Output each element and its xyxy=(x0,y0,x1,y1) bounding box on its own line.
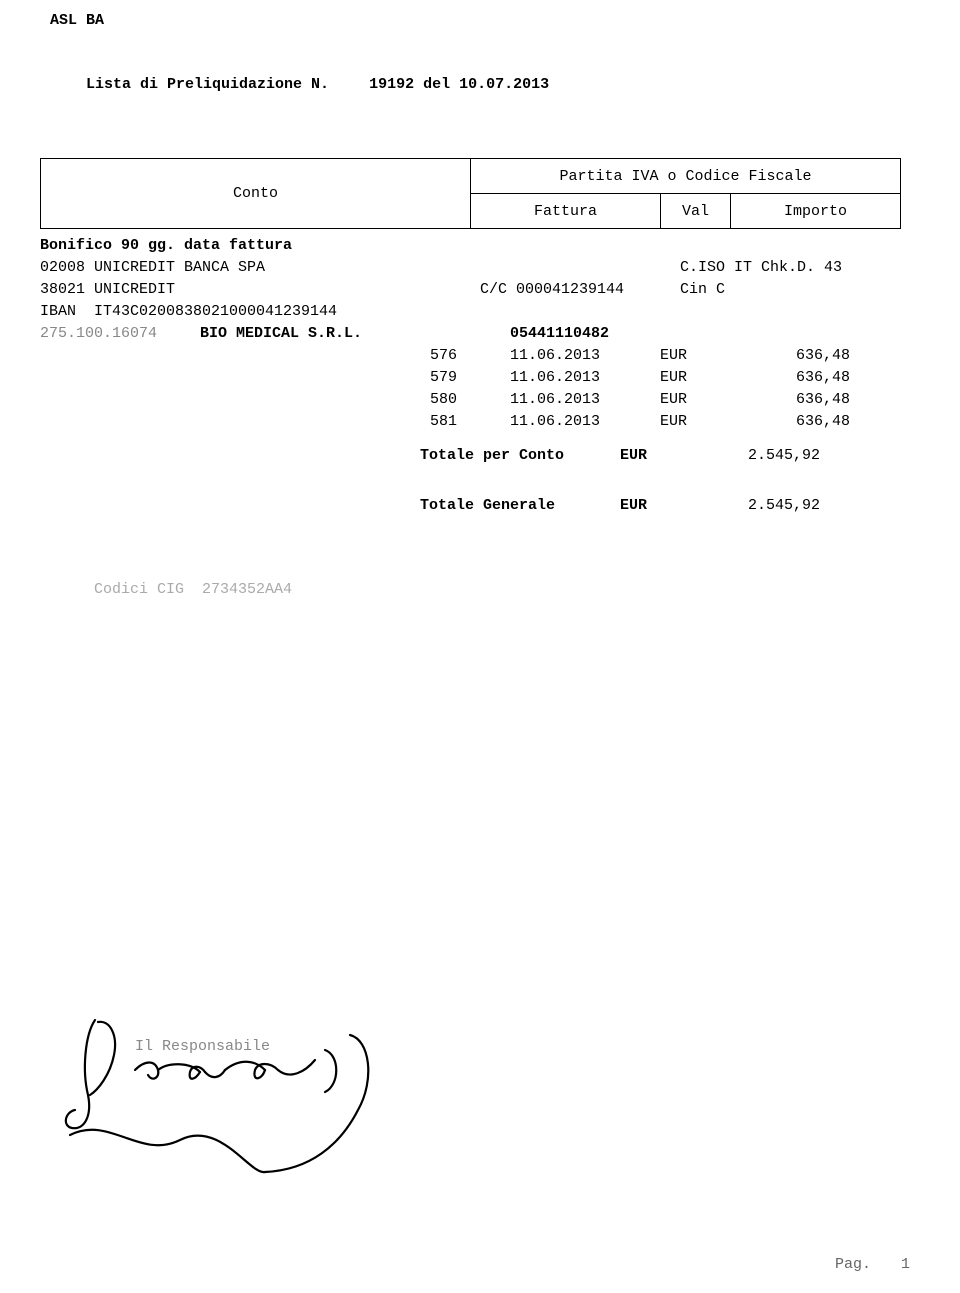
totale-per-conto-label: Totale per Conto xyxy=(420,445,620,467)
blank xyxy=(680,301,900,323)
totale-per-conto-cur: EUR xyxy=(620,445,700,467)
iban: IBAN IT43C0200838021000041239144 xyxy=(40,301,480,323)
invoice-cur: EUR xyxy=(660,345,720,367)
cin: Cin C xyxy=(680,279,900,301)
invoice-cur: EUR xyxy=(660,389,720,411)
bonifico-label: Bonifico 90 gg. data fattura xyxy=(40,235,480,257)
invoice-amount: 636,48 xyxy=(730,345,850,367)
bank-line-3: 38021 UNICREDIT C/C 000041239144 Cin C xyxy=(40,279,920,301)
totale-per-conto-amount: 2.545,92 xyxy=(700,445,820,467)
blank xyxy=(480,257,680,279)
account-number: C/C 000041239144 xyxy=(480,279,680,301)
invoice-amount: 636,48 xyxy=(730,389,850,411)
invoice-row: 579 11.06.2013 EUR 636,48 xyxy=(40,367,920,389)
invoice-num: 580 xyxy=(430,389,500,411)
invoice-cur: EUR xyxy=(660,367,720,389)
title-label: Lista di Preliquidazione N. xyxy=(86,76,329,93)
vendor-piva: 05441110482 xyxy=(510,323,710,345)
cig-label: Codici CIG xyxy=(94,581,184,598)
invoice-row: 581 11.06.2013 EUR 636,48 xyxy=(40,411,920,433)
bank-code-name: 02008 UNICREDIT BANCA SPA xyxy=(40,257,480,279)
cig-row: Codici CIG 2734352AA4 xyxy=(40,557,920,623)
invoice-amount: 636,48 xyxy=(730,367,850,389)
vendor-row: 275.100.16074 BIO MEDICAL S.R.L. 0544111… xyxy=(40,323,920,345)
blank xyxy=(680,235,900,257)
blank xyxy=(480,235,680,257)
invoice-row: 580 11.06.2013 EUR 636,48 xyxy=(40,389,920,411)
bank-line-2: 02008 UNICREDIT BANCA SPA C.ISO IT Chk.D… xyxy=(40,257,920,279)
blank xyxy=(480,301,680,323)
th-val: Val xyxy=(661,194,731,229)
page: ASL BA Lista di Preliquidazione N. 19192 … xyxy=(0,0,960,1293)
header-table: Conto Partita IVA o Codice Fiscale Fattu… xyxy=(40,158,901,229)
page-footer: Pag. 1 xyxy=(835,1256,910,1273)
invoice-date: 11.06.2013 xyxy=(510,345,650,367)
signature-icon xyxy=(40,1000,440,1180)
vendor-code: 275.100.16074 xyxy=(40,323,200,345)
page-label: Pag. xyxy=(835,1256,871,1273)
branch-code-name: 38021 UNICREDIT xyxy=(40,279,480,301)
invoice-num: 579 xyxy=(430,367,500,389)
invoice-amount: 636,48 xyxy=(730,411,850,433)
body-block: Bonifico 90 gg. data fattura 02008 UNICR… xyxy=(40,235,920,623)
th-fattura: Fattura xyxy=(471,194,661,229)
totale-generale-amount: 2.545,92 xyxy=(700,495,820,517)
totale-per-conto: Totale per Conto EUR 2.545,92 xyxy=(40,445,920,467)
invoice-date: 11.06.2013 xyxy=(510,367,650,389)
vendor-name: BIO MEDICAL S.R.L. xyxy=(200,323,430,345)
title-number-date: 19192 del 10.07.2013 xyxy=(369,76,549,93)
signature-label: Il Responsabile xyxy=(135,1038,270,1055)
totale-generale: Totale Generale EUR 2.545,92 xyxy=(40,495,920,517)
page-number: 1 xyxy=(901,1256,910,1273)
th-piva: Partita IVA o Codice Fiscale xyxy=(471,159,901,194)
doc-title-row: Lista di Preliquidazione N. 19192 del 10.… xyxy=(50,52,920,118)
invoice-date: 11.06.2013 xyxy=(510,389,650,411)
invoice-num: 581 xyxy=(430,411,500,433)
signature-area: Il Responsabile xyxy=(40,1000,440,1180)
totale-generale-label: Totale Generale xyxy=(420,495,620,517)
invoice-row: 576 11.06.2013 EUR 636,48 xyxy=(40,345,920,367)
invoice-date: 11.06.2013 xyxy=(510,411,650,433)
th-importo: Importo xyxy=(731,194,901,229)
blank xyxy=(430,323,510,345)
ciso-chkd: C.ISO IT Chk.D. 43 xyxy=(680,257,900,279)
cig-value: 2734352AA4 xyxy=(202,581,292,598)
org-name: ASL BA xyxy=(50,10,920,32)
th-conto: Conto xyxy=(41,159,471,229)
invoice-num: 576 xyxy=(430,345,500,367)
invoice-cur: EUR xyxy=(660,411,720,433)
bank-line-1: Bonifico 90 gg. data fattura xyxy=(40,235,920,257)
invoice-lines: 576 11.06.2013 EUR 636,48 579 11.06.2013 EUR 63… xyxy=(40,345,920,433)
bank-line-4: IBAN IT43C0200838021000041239144 xyxy=(40,301,920,323)
totale-generale-cur: EUR xyxy=(620,495,700,517)
